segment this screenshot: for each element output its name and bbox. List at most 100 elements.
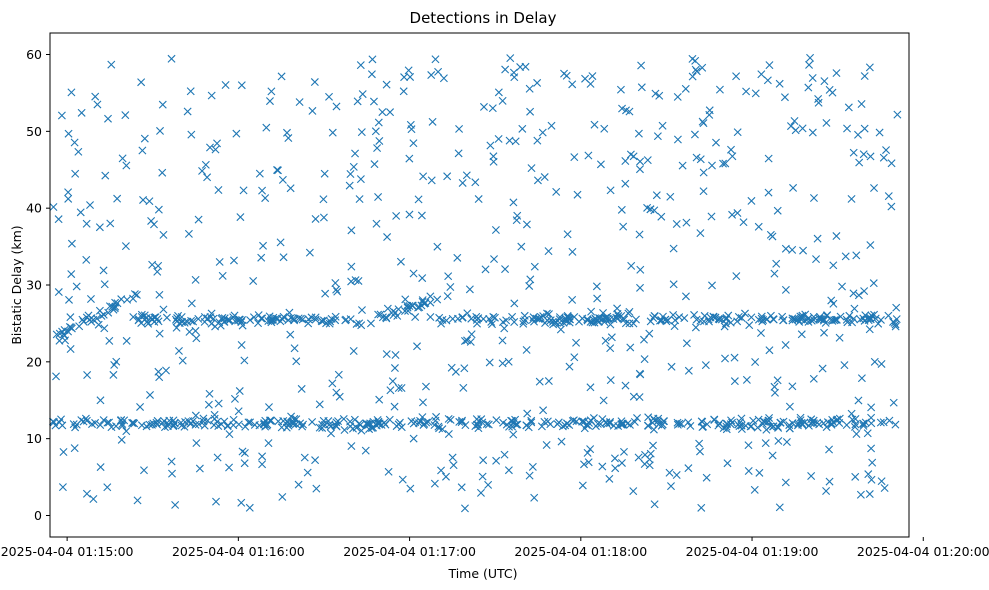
detection-point bbox=[572, 338, 581, 347]
x-tick-label: 2025-04-04 01:19:00 bbox=[686, 544, 819, 559]
detection-point bbox=[334, 370, 343, 379]
detection-point bbox=[428, 117, 437, 126]
detection-point bbox=[328, 379, 337, 388]
detection-point bbox=[340, 425, 349, 434]
detection-point bbox=[852, 251, 861, 260]
detection-point bbox=[849, 289, 858, 298]
detection-point bbox=[105, 302, 114, 311]
detection-point bbox=[779, 316, 788, 325]
detection-point bbox=[198, 166, 207, 175]
detection-point bbox=[78, 315, 87, 324]
detection-point bbox=[82, 219, 91, 228]
detection-point bbox=[130, 290, 139, 299]
detection-point bbox=[779, 417, 788, 426]
detection-point bbox=[67, 88, 76, 97]
detection-point bbox=[300, 453, 309, 462]
detection-point bbox=[825, 477, 834, 486]
detection-point bbox=[462, 171, 471, 180]
detection-point bbox=[99, 416, 108, 425]
detection-point bbox=[541, 319, 550, 328]
detection-point bbox=[578, 314, 587, 323]
detection-point bbox=[860, 316, 869, 325]
detection-point bbox=[625, 307, 634, 316]
detection-point bbox=[773, 376, 782, 385]
detection-point bbox=[889, 398, 898, 407]
detection-point bbox=[845, 311, 854, 320]
detection-point bbox=[568, 247, 577, 256]
detection-point bbox=[703, 420, 712, 429]
detection-point bbox=[780, 93, 789, 102]
detection-point bbox=[413, 342, 422, 351]
detection-point bbox=[278, 315, 287, 324]
detection-point bbox=[274, 166, 282, 175]
detection-point bbox=[842, 315, 851, 324]
detection-point bbox=[347, 442, 356, 451]
detection-point bbox=[580, 460, 589, 469]
detection-point bbox=[637, 61, 646, 70]
detection-point bbox=[129, 313, 138, 322]
detection-point bbox=[358, 90, 367, 99]
detection-point bbox=[865, 490, 874, 499]
x-axis: 2025-04-04 01:15:00 2025-04-04 01:16:00 20… bbox=[1, 537, 989, 559]
detection-point bbox=[235, 387, 244, 396]
detection-point bbox=[699, 119, 708, 128]
detection-point bbox=[719, 159, 728, 168]
detection-point bbox=[394, 384, 403, 392]
detection-point bbox=[851, 472, 860, 481]
detection-point bbox=[463, 336, 472, 345]
detection-point bbox=[206, 313, 215, 322]
detection-point bbox=[405, 210, 414, 219]
detection-point bbox=[781, 285, 790, 294]
detection-point bbox=[742, 375, 751, 384]
detection-point bbox=[650, 206, 659, 215]
detection-point bbox=[121, 242, 130, 251]
detection-point bbox=[106, 219, 115, 228]
detection-point bbox=[542, 441, 551, 449]
detection-point bbox=[865, 63, 874, 72]
detection-point bbox=[672, 471, 681, 479]
detection-point bbox=[278, 492, 287, 501]
detection-point bbox=[750, 485, 759, 494]
detection-point bbox=[308, 417, 317, 426]
detection-point bbox=[714, 314, 723, 323]
detection-point bbox=[433, 242, 442, 251]
detection-point bbox=[454, 149, 463, 158]
detection-point bbox=[267, 87, 276, 96]
detection-point bbox=[813, 418, 822, 427]
detection-point bbox=[765, 346, 774, 355]
detection-point bbox=[563, 311, 572, 320]
detection-point bbox=[347, 262, 356, 271]
detection-point bbox=[521, 316, 530, 325]
detection-point bbox=[345, 181, 354, 190]
detection-point bbox=[733, 128, 742, 137]
detection-point bbox=[107, 60, 116, 69]
detection-point bbox=[57, 111, 66, 120]
x-tick-label: 2025-04-04 01:17:00 bbox=[343, 544, 476, 559]
detection-point bbox=[437, 319, 446, 328]
detection-point bbox=[880, 484, 889, 493]
detection-point bbox=[184, 229, 193, 238]
detection-point bbox=[601, 336, 610, 345]
detection-point bbox=[670, 322, 679, 331]
detection-point bbox=[178, 356, 187, 365]
detection-point bbox=[765, 61, 774, 70]
detection-point bbox=[817, 315, 826, 324]
detection-point bbox=[191, 420, 200, 429]
detection-point bbox=[473, 319, 482, 328]
detection-point bbox=[527, 164, 536, 173]
detection-point bbox=[849, 148, 858, 157]
detection-point bbox=[322, 319, 331, 328]
detection-point bbox=[294, 480, 303, 489]
detection-point bbox=[598, 415, 607, 424]
detection-point bbox=[809, 374, 818, 383]
detection-point bbox=[732, 272, 741, 281]
detection-point bbox=[599, 396, 608, 405]
detection-point bbox=[785, 402, 794, 411]
detection-point bbox=[375, 395, 384, 404]
detection-point bbox=[239, 186, 248, 195]
detection-point bbox=[109, 370, 118, 379]
detection-point bbox=[789, 183, 798, 192]
detection-point bbox=[485, 358, 494, 367]
detection-point bbox=[825, 445, 834, 454]
detection-point bbox=[645, 461, 654, 470]
